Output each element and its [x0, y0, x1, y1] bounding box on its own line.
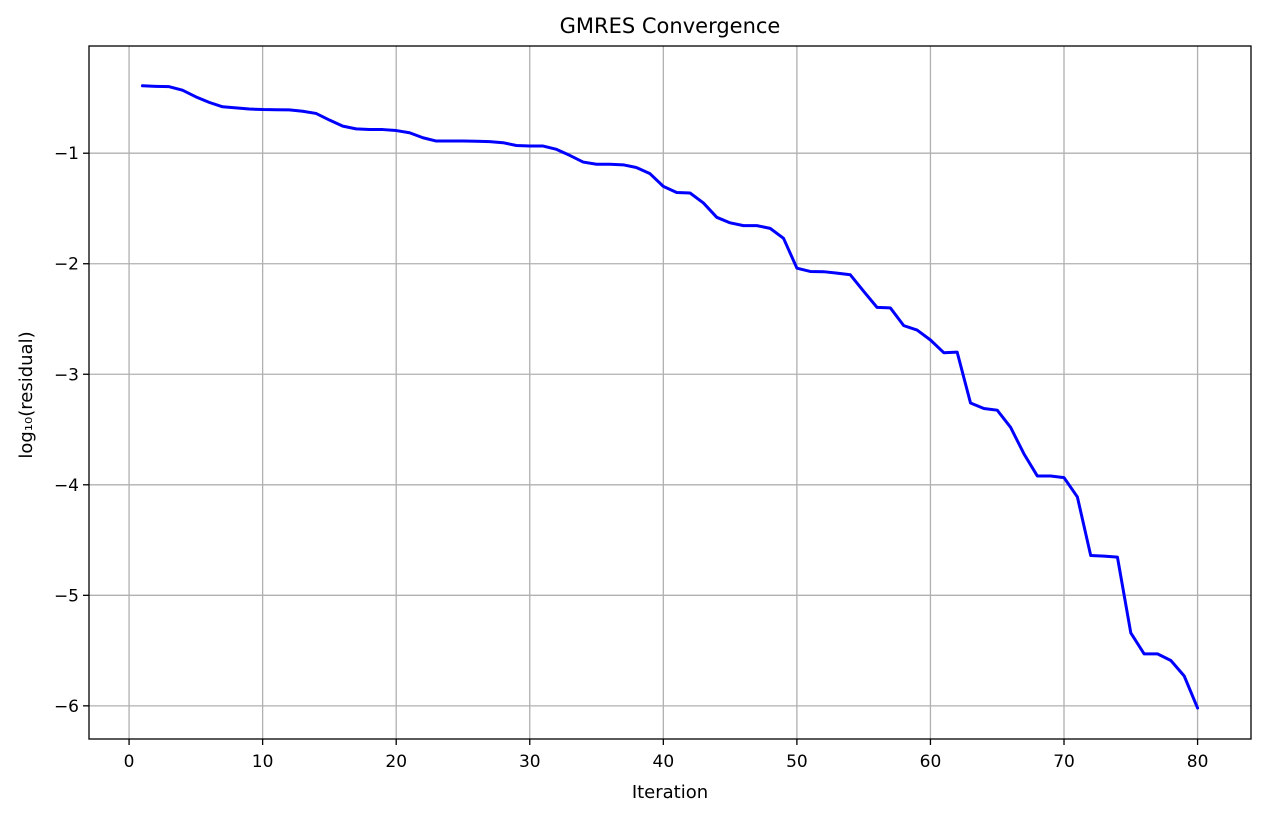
y-tick-label: −4: [54, 476, 79, 496]
plot-frame: [88, 45, 1252, 740]
x-tick-label: 80: [1187, 752, 1209, 772]
y-tick-label: −5: [54, 586, 79, 606]
y-tick-label: −1: [54, 144, 79, 164]
x-tick-label: 60: [920, 752, 942, 772]
x-tick-label: 10: [252, 752, 274, 772]
chart-title: GMRES Convergence: [560, 14, 781, 38]
grid: [89, 46, 1251, 739]
x-tick-label: 40: [653, 752, 675, 772]
y-axis-label: log₁₀(residual): [16, 331, 37, 458]
y-tick-label: −2: [54, 255, 79, 275]
x-tick-label: 70: [1053, 752, 1075, 772]
x-tick-label: 30: [519, 752, 541, 772]
x-tick-label: 50: [786, 752, 808, 772]
y-tick-label: −3: [54, 365, 79, 385]
y-tick-label: −6: [54, 697, 79, 717]
x-axis-label: Iteration: [632, 782, 708, 803]
x-tick-label: 0: [124, 752, 135, 772]
ticks: 0 10 20 30 40 50 60 70 80 −1 −2 −3 −4 −5 −6: [54, 144, 1208, 772]
x-tick-label: 20: [385, 752, 407, 772]
series-line: [140, 84, 1200, 710]
series-layer: [140, 84, 1200, 710]
